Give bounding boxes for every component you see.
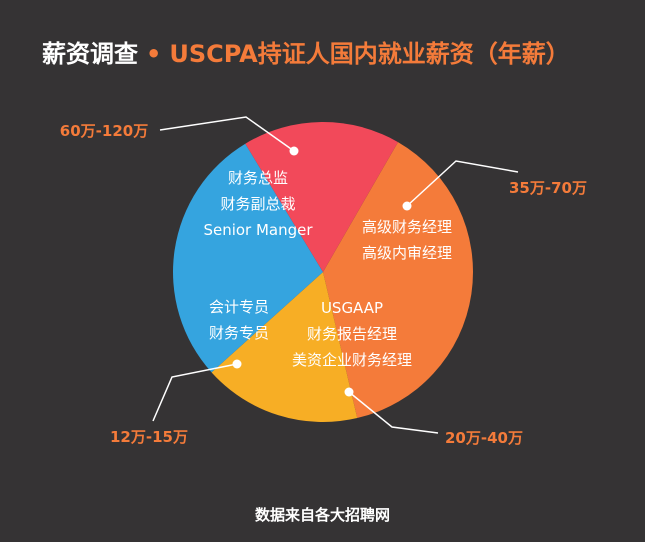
callout-leader-line (406, 160, 519, 207)
slice-role-line: 财务专员 (209, 324, 269, 342)
slice-role-line: USGAAP (321, 299, 383, 317)
slice-roles-label: 会计专员财务专员 (209, 298, 269, 342)
callout-leader-line (152, 363, 238, 422)
salary-range-label: 60万-120万 (60, 122, 148, 140)
slice-role-line: 高级内审经理 (362, 244, 452, 262)
slice-role-line: 财务总监 (228, 169, 288, 187)
slice-roles-label: USGAAP 财务报告经理美资企业财务经理 (292, 299, 412, 369)
slice-role-line: 会计专员 (209, 298, 269, 316)
title-main: 薪资调查 (42, 40, 138, 68)
slice-role-line: 财务副总裁 (220, 195, 295, 213)
title-subtitle: USCPA持证人国内就业薪资（年薪） (169, 40, 570, 68)
callout-dot (232, 359, 242, 369)
salary-range-label: 20万-40万 (445, 429, 523, 447)
callout-leader-line (159, 116, 295, 152)
salary-range-label: 12万-15万 (110, 428, 188, 446)
callout-dot (289, 146, 299, 156)
pie-slice-3 (173, 143, 323, 373)
callout-dot (344, 387, 354, 397)
slice-role-line: Senior Manger (203, 221, 313, 239)
pie-slice-1 (323, 142, 473, 419)
slice-role-line: 美资企业财务经理 (292, 351, 412, 369)
slice-role-line: 高级财务经理 (362, 218, 452, 236)
slice-role-line: 财务报告经理 (307, 325, 397, 343)
callout-leader-line (348, 391, 439, 434)
slice-roles-label: 高级财务经理高级内审经理 (362, 218, 452, 262)
title-separator: • (146, 40, 162, 68)
pie-slice-4 (245, 122, 398, 272)
source-note: 数据来自各大招聘网 (254, 506, 390, 524)
callout-dot (402, 201, 412, 211)
pie-slice-2 (211, 272, 358, 423)
salary-range-label: 35万-70万 (509, 179, 587, 197)
slice-roles-label: 财务总监财务副总裁 Senior Manger (203, 169, 313, 239)
page-title: 薪资调查 • USCPA持证人国内就业薪资（年薪） (42, 34, 570, 69)
